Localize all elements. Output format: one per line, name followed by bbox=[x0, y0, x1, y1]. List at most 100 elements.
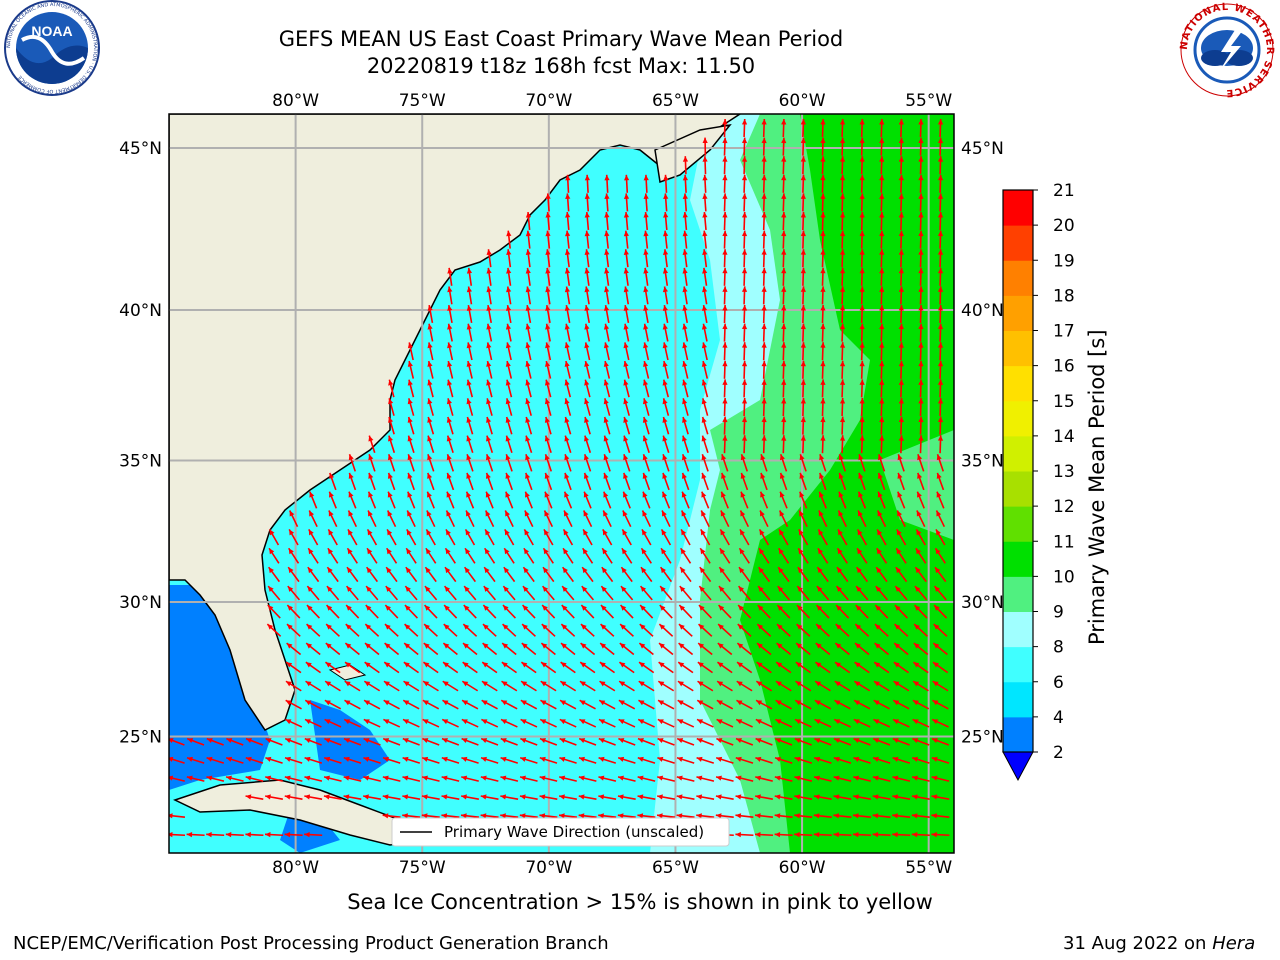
wave-arrow bbox=[781, 118, 787, 138]
wave-arrow bbox=[701, 416, 709, 435]
sea-ice-note: Sea Ice Concentration > 15% is shown in … bbox=[347, 890, 933, 914]
wave-arrow bbox=[384, 604, 399, 619]
wave-arrow bbox=[285, 661, 302, 674]
wave-arrow bbox=[486, 286, 492, 305]
wave-arrow bbox=[715, 756, 734, 764]
wave-arrow bbox=[305, 680, 322, 692]
wave-arrow bbox=[284, 832, 303, 838]
wave-arrow bbox=[761, 342, 767, 361]
wave-arrow bbox=[755, 718, 773, 728]
wave-arrow bbox=[561, 566, 575, 583]
wave-arrow bbox=[892, 832, 911, 838]
wave-arrow bbox=[661, 491, 671, 509]
lon-label-top: 60°W bbox=[779, 91, 826, 111]
wave-arrow bbox=[839, 174, 846, 193]
wave-arrow bbox=[564, 435, 572, 454]
wave-arrow bbox=[854, 623, 870, 637]
wave-arrow bbox=[897, 454, 905, 472]
wave-arrow bbox=[642, 416, 650, 435]
wave-arrow bbox=[662, 398, 670, 416]
wave-arrow bbox=[677, 680, 694, 692]
wave-arrow bbox=[722, 267, 728, 286]
wave-arrow bbox=[604, 286, 610, 305]
wave-arrow bbox=[761, 211, 767, 231]
wave-arrow bbox=[421, 813, 440, 819]
colorbar-segment bbox=[1003, 541, 1033, 577]
wave-arrow bbox=[781, 249, 787, 268]
wave-arrow bbox=[701, 360, 709, 379]
wave-arrow bbox=[737, 585, 751, 601]
wave-arrow bbox=[598, 756, 617, 764]
wave-arrow bbox=[774, 756, 793, 764]
wave-arrow bbox=[656, 813, 676, 819]
wave-arrow bbox=[642, 435, 650, 454]
wave-arrow bbox=[820, 360, 826, 379]
wave-arrow bbox=[308, 510, 318, 528]
wave-arrow bbox=[545, 360, 552, 379]
wave-arrow bbox=[564, 305, 571, 323]
wave-arrow bbox=[264, 832, 284, 838]
wave-arrow bbox=[540, 680, 557, 692]
wave-arrow bbox=[855, 604, 869, 619]
wave-arrow bbox=[658, 661, 674, 674]
wave-arrow bbox=[407, 491, 416, 509]
wave-arrow bbox=[892, 699, 910, 710]
wave-arrow bbox=[602, 528, 613, 546]
wave-arrow bbox=[859, 416, 865, 435]
wave-arrow bbox=[447, 323, 453, 342]
wave-arrow bbox=[879, 323, 885, 342]
wave-arrow bbox=[584, 174, 591, 193]
wave-arrow bbox=[777, 585, 791, 601]
wave-arrow bbox=[761, 304, 767, 324]
wave-arrow bbox=[347, 528, 358, 546]
wave-arrow bbox=[267, 604, 281, 619]
wave-arrow bbox=[545, 323, 551, 342]
lon-label-bottom: 70°W bbox=[525, 858, 572, 878]
wave-arrow bbox=[718, 566, 731, 583]
wave-arrow bbox=[383, 661, 400, 674]
wave-arrow bbox=[800, 360, 806, 379]
wave-arrow bbox=[348, 454, 357, 472]
wave-arrow bbox=[657, 794, 675, 800]
wave-arrow bbox=[799, 491, 808, 509]
wave-arrow bbox=[702, 211, 708, 231]
wave-arrow bbox=[481, 680, 498, 692]
wave-arrow bbox=[918, 435, 924, 454]
wave-arrow bbox=[643, 360, 650, 379]
wave-arrow bbox=[701, 342, 708, 361]
wave-arrow bbox=[937, 304, 944, 324]
wave-arrow bbox=[286, 623, 301, 637]
wave-arrow bbox=[702, 137, 708, 156]
wave-arrow bbox=[599, 680, 616, 692]
wave-arrow bbox=[245, 756, 264, 764]
wave-arrow bbox=[663, 230, 669, 249]
wave-arrow bbox=[483, 585, 497, 601]
wave-arrow bbox=[662, 416, 670, 435]
wave-arrow bbox=[911, 775, 930, 782]
wave-arrow bbox=[872, 832, 891, 838]
wave-arrow bbox=[682, 323, 689, 342]
wave-arrow bbox=[898, 304, 904, 324]
wave-arrow bbox=[641, 528, 652, 546]
wave-arrow bbox=[486, 435, 494, 454]
colorbar-tick-label: 8 bbox=[1053, 638, 1064, 658]
wave-arrow bbox=[836, 566, 849, 583]
wave-arrow bbox=[740, 491, 749, 509]
colorbar-tick-label: 12 bbox=[1053, 497, 1075, 517]
wave-arrow bbox=[676, 756, 695, 764]
wave-arrow bbox=[624, 174, 630, 193]
wave-arrow bbox=[781, 342, 787, 361]
wave-arrow bbox=[642, 398, 650, 416]
wave-arrow bbox=[623, 267, 629, 286]
wave-arrow bbox=[387, 491, 396, 509]
wave-arrow bbox=[480, 813, 499, 819]
wave-arrow bbox=[715, 794, 734, 800]
wave-arrow bbox=[839, 360, 846, 379]
wave-arrow bbox=[839, 323, 846, 342]
wave-arrow bbox=[643, 211, 649, 231]
wave-arrow bbox=[937, 360, 944, 379]
wave-arrow bbox=[834, 699, 851, 710]
wave-arrow bbox=[722, 118, 728, 138]
wave-arrow bbox=[525, 472, 533, 491]
wave-arrow bbox=[559, 756, 577, 764]
